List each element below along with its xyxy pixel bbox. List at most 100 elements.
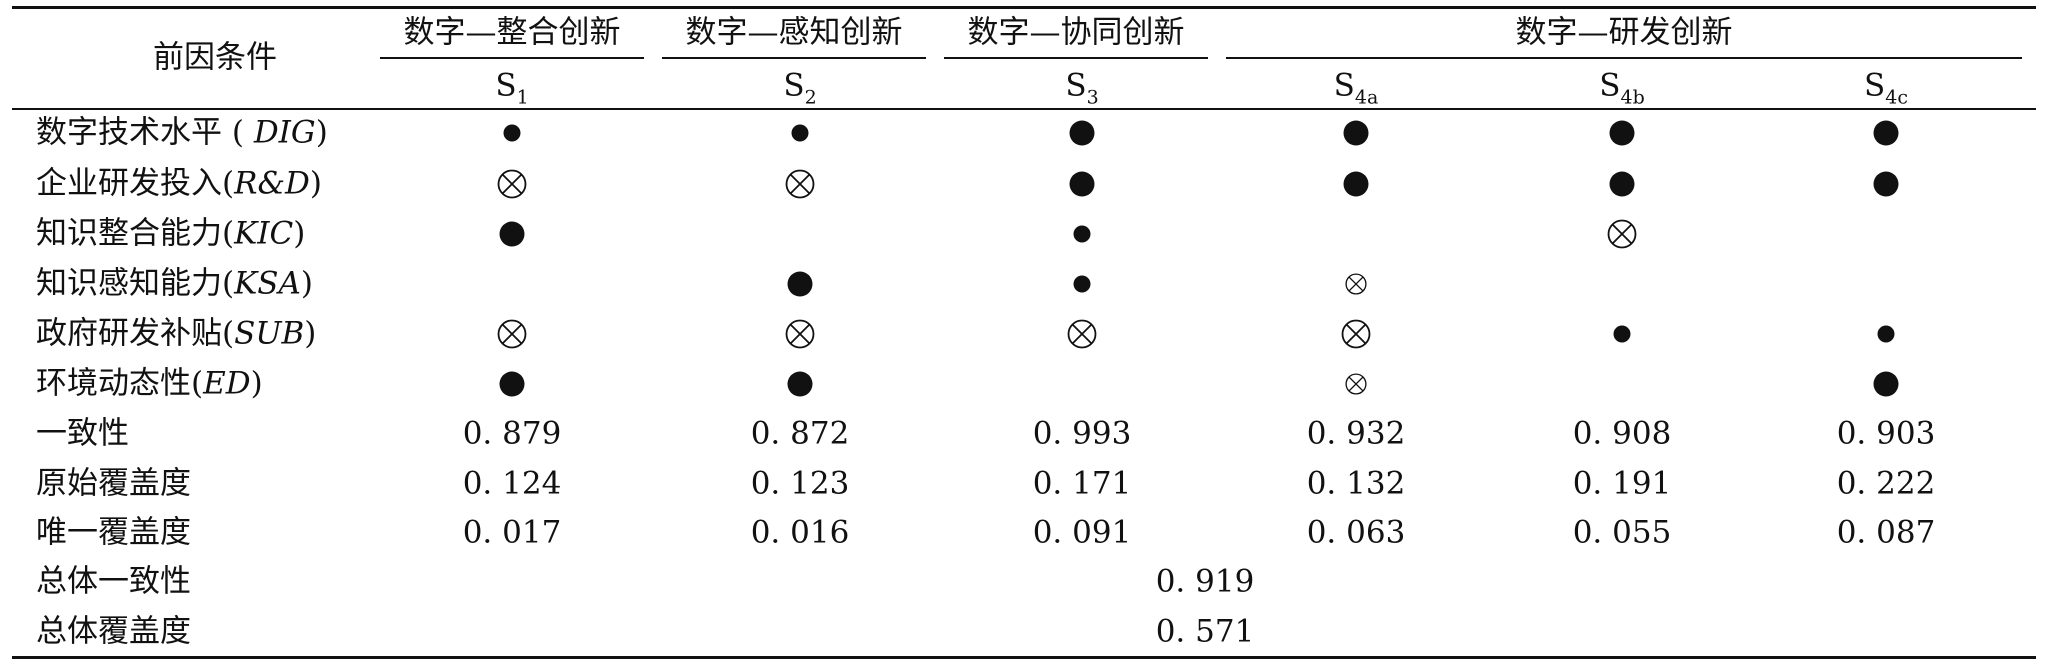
- solution-base: S: [495, 67, 517, 104]
- metric-label: 一致性: [36, 415, 129, 452]
- peripheral-condition-present-icon: [791, 124, 809, 142]
- group-header-rnd: 数字—研发创新: [1515, 14, 1733, 51]
- condition-label: 政府研发补贴(SUB): [36, 315, 317, 352]
- bottom-rule: [12, 656, 2036, 659]
- condition-name: 知识感知能力: [36, 265, 222, 302]
- condition-paren-close: ): [250, 365, 263, 402]
- condition-paren-open: (: [222, 315, 235, 352]
- metric-label: 原始覆盖度: [36, 465, 191, 502]
- solution-header: S4b: [1599, 67, 1645, 107]
- condition-code: KIC: [234, 215, 294, 252]
- metric-value: 0. 123: [750, 465, 850, 502]
- metric-label: 唯一覆盖度: [36, 514, 191, 551]
- metric-value: 0. 932: [1306, 415, 1406, 452]
- solution-header: S1: [495, 67, 528, 107]
- corner-header: 前因条件: [153, 39, 277, 76]
- condition-paren-close: ): [304, 315, 317, 352]
- core-condition-present-icon: [499, 371, 525, 397]
- condition-paren-open: (: [222, 165, 235, 202]
- top-rule: [12, 6, 2036, 9]
- core-condition-present-icon: [1343, 120, 1369, 146]
- core-condition-present-icon: [1069, 171, 1095, 197]
- peripheral-condition-present-icon: [1073, 225, 1091, 243]
- solution-header: S4a: [1333, 67, 1379, 107]
- core-condition-present-icon: [787, 371, 813, 397]
- overall-label: 总体一致性: [36, 563, 191, 600]
- condition-code: SUB: [234, 315, 305, 352]
- condition-code: DIG: [253, 114, 316, 151]
- condition-paren-open: (: [222, 215, 235, 252]
- core-condition-present-icon: [1873, 371, 1899, 397]
- group-underline-4: [1226, 57, 2022, 59]
- condition-paren-close: ): [315, 114, 328, 151]
- metric-value: 0. 191: [1572, 465, 1672, 502]
- peripheral-condition-present-icon: [1073, 275, 1091, 293]
- core-condition-present-icon: [1873, 120, 1899, 146]
- core-condition-absent-icon: [1607, 219, 1637, 249]
- solution-base: S: [1065, 67, 1087, 104]
- condition-label: 环境动态性(ED): [36, 365, 263, 402]
- metric-value: 0. 879: [462, 415, 562, 452]
- condition-name: 政府研发补贴: [36, 315, 222, 352]
- peripheral-condition-present-icon: [503, 124, 521, 142]
- condition-paren-open: (: [222, 114, 254, 151]
- solution-header: S2: [783, 70, 816, 107]
- metric-value: 0. 124: [462, 465, 562, 502]
- solution-subscript: 2: [804, 86, 817, 109]
- condition-name: 知识整合能力: [36, 215, 222, 252]
- solution-subscript: 4c: [1885, 86, 1908, 109]
- core-condition-absent-icon: [785, 319, 815, 349]
- core-condition-present-icon: [1609, 171, 1635, 197]
- solution-base: S: [1333, 67, 1355, 104]
- solution-base: S: [1599, 67, 1621, 104]
- condition-code: ED: [203, 365, 251, 402]
- peripheral-condition-present-icon: [1877, 325, 1895, 343]
- metric-value: 0. 055: [1572, 514, 1672, 551]
- overall-value: 0. 571: [1155, 613, 1255, 650]
- metric-value: 0. 016: [750, 514, 850, 551]
- peripheral-condition-absent-icon: [1345, 373, 1367, 395]
- core-condition-absent-icon: [785, 169, 815, 199]
- condition-label: 数字技术水平 ( DIG): [36, 114, 328, 151]
- peripheral-condition-present-icon: [1613, 325, 1631, 343]
- overall-label: 总体覆盖度: [36, 613, 191, 650]
- condition-name: 环境动态性: [36, 365, 191, 402]
- condition-code: KSA: [234, 265, 301, 302]
- core-condition-absent-icon: [497, 169, 527, 199]
- core-condition-present-icon: [499, 221, 525, 247]
- core-condition-absent-icon: [1067, 319, 1097, 349]
- group-header-collaboration: 数字—协同创新: [967, 14, 1185, 51]
- core-condition-absent-icon: [1341, 319, 1371, 349]
- group-header-perception: 数字—感知创新: [685, 14, 903, 51]
- solution-subscript: 4b: [1620, 86, 1645, 109]
- solution-header: S3: [1065, 67, 1098, 107]
- core-condition-absent-icon: [497, 319, 527, 349]
- condition-paren-open: (: [191, 365, 204, 402]
- metric-value: 0. 063: [1306, 514, 1406, 551]
- metric-value: 0. 908: [1572, 415, 1672, 452]
- solution-base: S: [1864, 67, 1886, 104]
- group-underline-3: [944, 57, 1208, 59]
- solution-subscript: 1: [516, 86, 529, 109]
- solution-header: S4c: [1864, 67, 1908, 107]
- metric-value: 0. 091: [1032, 514, 1132, 551]
- core-condition-present-icon: [1609, 120, 1635, 146]
- condition-name: 数字技术水平: [36, 114, 222, 151]
- metric-value: 0. 903: [1836, 415, 1936, 452]
- condition-label: 企业研发投入(R&D): [36, 165, 322, 202]
- overall-value: 0. 919: [1155, 563, 1255, 600]
- metric-value: 0. 222: [1836, 465, 1936, 502]
- condition-paren-close: ): [300, 265, 314, 302]
- condition-name: 企业研发投入: [36, 165, 222, 202]
- core-condition-present-icon: [1069, 120, 1095, 146]
- core-condition-present-icon: [787, 271, 813, 297]
- metric-value: 0. 993: [1032, 415, 1132, 452]
- condition-label: 知识整合能力(KIC): [36, 215, 306, 252]
- metric-value: 0. 017: [462, 514, 562, 551]
- condition-paren-close: ): [293, 215, 306, 252]
- core-condition-present-icon: [1873, 171, 1899, 197]
- group-underline-2: [662, 57, 926, 59]
- metric-value: 0. 872: [750, 415, 850, 452]
- header-rule: [12, 108, 2036, 110]
- metric-value: 0. 171: [1032, 465, 1132, 502]
